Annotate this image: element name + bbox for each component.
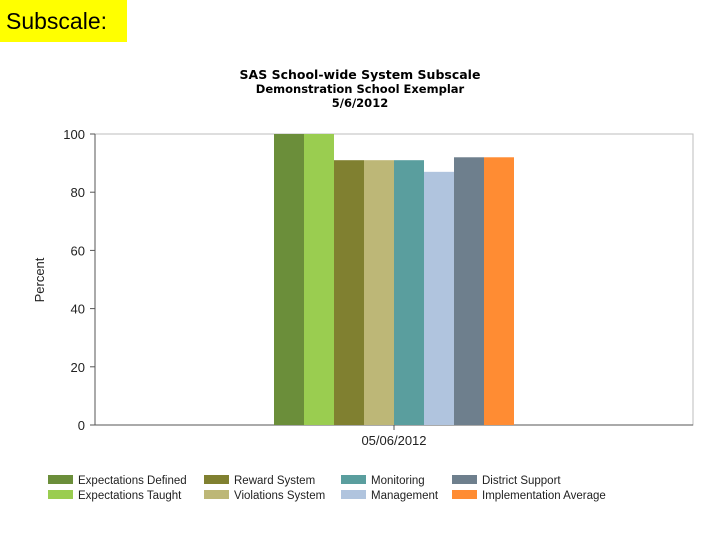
- y-tick-label: 60: [71, 243, 85, 258]
- legend-swatch: [204, 490, 229, 499]
- legend-label: Violations System: [234, 490, 325, 502]
- legend-label: Expectations Taught: [78, 490, 182, 502]
- bar-management: [424, 171, 454, 425]
- legend-label: Expectations Defined: [78, 475, 187, 487]
- legend-label: Reward System: [234, 475, 315, 487]
- legend-swatch: [204, 475, 229, 484]
- legend-swatch: [452, 490, 477, 499]
- y-tick-label: 0: [78, 418, 85, 433]
- chart-date: 5/6/2012: [331, 96, 389, 110]
- legend-label: Implementation Average: [482, 490, 606, 502]
- legend-swatch: [341, 475, 366, 484]
- bar-expectations-defined: [274, 134, 304, 425]
- bar-reward-system: [334, 160, 364, 425]
- y-tick-label: 80: [71, 185, 85, 200]
- bar-expectations-taught: [304, 134, 334, 425]
- legend-swatch: [452, 475, 477, 484]
- legend-label: Management: [371, 490, 439, 502]
- y-tick-label: 40: [71, 302, 85, 317]
- legend-label: District Support: [482, 475, 561, 487]
- bar-implementation-average: [484, 157, 514, 425]
- bar-violations-system: [364, 160, 394, 425]
- bar-monitoring: [394, 160, 424, 425]
- y-tick-label: 20: [71, 360, 85, 375]
- y-tick-label: 100: [63, 127, 85, 142]
- legend-swatch: [341, 490, 366, 499]
- bar-district-support: [454, 157, 484, 425]
- x-tick-label: 05/06/2012: [361, 433, 426, 448]
- y-axis-label: Percent: [32, 257, 47, 302]
- legend-swatch: [48, 490, 73, 499]
- legend-label: Monitoring: [371, 475, 425, 487]
- chart-title: SAS School-wide System Subscale: [239, 67, 481, 82]
- slide-label: Subscale:: [0, 0, 127, 42]
- legend-swatch: [48, 475, 73, 484]
- chart-subtitle: Demonstration School Exemplar: [255, 82, 465, 96]
